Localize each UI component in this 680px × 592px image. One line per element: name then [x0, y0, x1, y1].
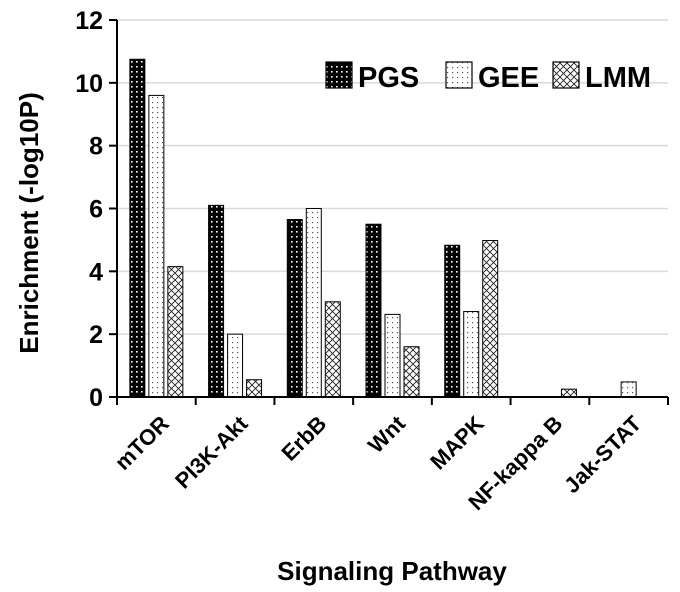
x-category-label: Wnt: [363, 410, 411, 458]
y-tick-label: 8: [89, 133, 103, 161]
x-category-label: Jak-STAT: [559, 410, 647, 498]
y-tick-label: 0: [89, 384, 103, 412]
bar-lmm: [403, 346, 420, 398]
axes: [109, 19, 669, 405]
legend-swatch-pgs: [325, 61, 353, 89]
legend-label-gee: GEE: [478, 62, 539, 94]
bar-pgs: [444, 244, 461, 398]
legend-swatch-lmm: [552, 61, 580, 89]
legend: PGS GEE LMM: [325, 61, 651, 94]
tick-labels: 0 2 4 6 8 10 12: [75, 7, 103, 412]
bar-gee: [305, 208, 322, 398]
legend-swatch-gee: [445, 61, 473, 89]
bar-lmm: [324, 301, 341, 398]
y-tick-label: 2: [89, 321, 103, 349]
y-tick-label: 10: [75, 70, 103, 98]
legend-label-pgs: PGS: [358, 62, 419, 94]
bar-gee: [463, 311, 480, 398]
x-axis-title: Signaling Pathway: [277, 556, 507, 586]
x-category-label: mTOR: [110, 411, 174, 475]
bar-lmm: [167, 266, 184, 398]
bar-pgs: [365, 223, 382, 398]
y-tick-label: 4: [89, 258, 103, 286]
bar-lmm: [560, 388, 577, 398]
bar-lmm: [246, 379, 263, 398]
y-axis-title: Enrichment (-log10P): [14, 92, 44, 353]
bar-gee: [227, 333, 244, 398]
y-tick-label: 12: [75, 7, 103, 35]
bar-gee: [384, 313, 401, 398]
x-category-label: MAPK: [425, 411, 489, 475]
x-category-label: ErbB: [276, 411, 331, 466]
x-category-label: PI3K-Akt: [170, 410, 253, 493]
bar-pgs: [286, 218, 303, 398]
bars: [129, 58, 637, 398]
bar-gee: [620, 381, 637, 398]
bar-pgs: [208, 204, 225, 398]
legend-label-lmm: LMM: [585, 62, 651, 94]
bar-pgs: [129, 58, 146, 398]
bar-lmm: [482, 240, 499, 398]
bar-gee: [148, 94, 165, 398]
y-tick-label: 6: [89, 196, 103, 224]
